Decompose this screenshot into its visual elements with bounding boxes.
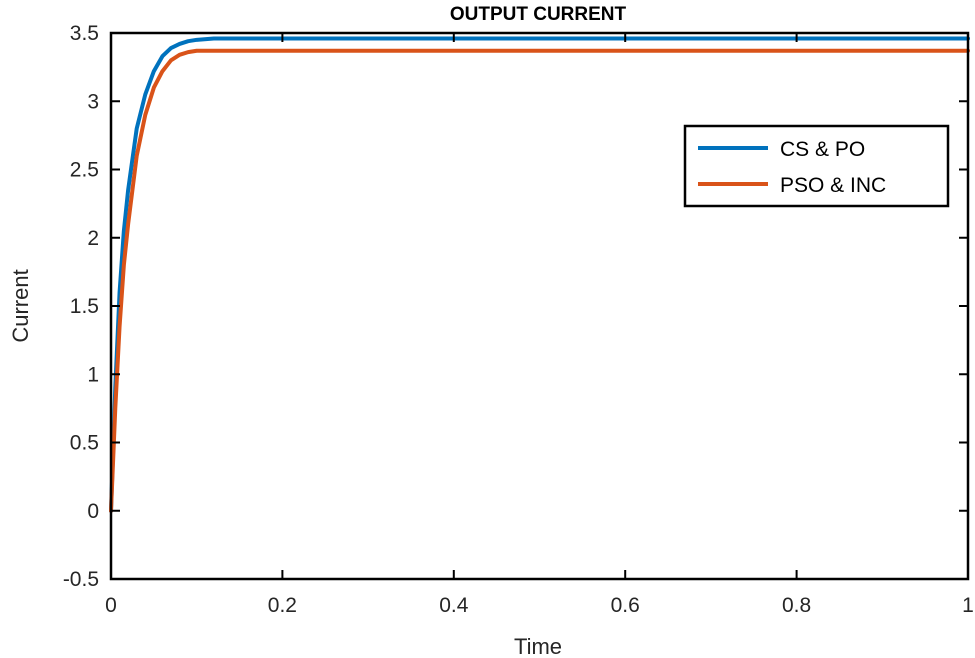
x-tick-label: 0: [105, 594, 117, 617]
series-layer: [109, 36, 970, 513]
series-line-0: [109, 36, 970, 513]
y-tick-label: 0.5: [70, 432, 99, 455]
y-axis-label: Current: [8, 269, 33, 342]
x-axis-label: Time: [514, 634, 562, 658]
y-tick-label: 1: [87, 363, 99, 386]
x-tick-label: 0.4: [439, 594, 469, 617]
legend-label-cs-po: CS & PO: [780, 138, 865, 161]
series-line-1: [109, 48, 970, 513]
plot-area: [111, 33, 968, 579]
legend: CS & PO PSO & INC: [683, 124, 950, 208]
y-tick-label: 3: [87, 90, 99, 113]
plot-frame: [109, 31, 970, 581]
x-tick-label: 1: [962, 594, 974, 617]
y-tick-label: 2: [87, 227, 99, 250]
legend-label-pso-inc: PSO & INC: [780, 174, 886, 197]
legend-box: [683, 124, 950, 208]
x-tick-label: 0.6: [611, 594, 640, 617]
chart-title: OUTPUT CURRENT: [450, 4, 627, 25]
y-tick-label: -0.5: [63, 568, 99, 591]
y-tick-label: 0: [87, 500, 99, 523]
y-tick-label: 3.5: [70, 22, 99, 45]
y-tick-label: 2.5: [70, 159, 99, 182]
x-tick-label: 0.8: [782, 594, 811, 617]
y-tick-label: 1.5: [70, 295, 99, 318]
x-tick-label: 0.2: [268, 594, 297, 617]
